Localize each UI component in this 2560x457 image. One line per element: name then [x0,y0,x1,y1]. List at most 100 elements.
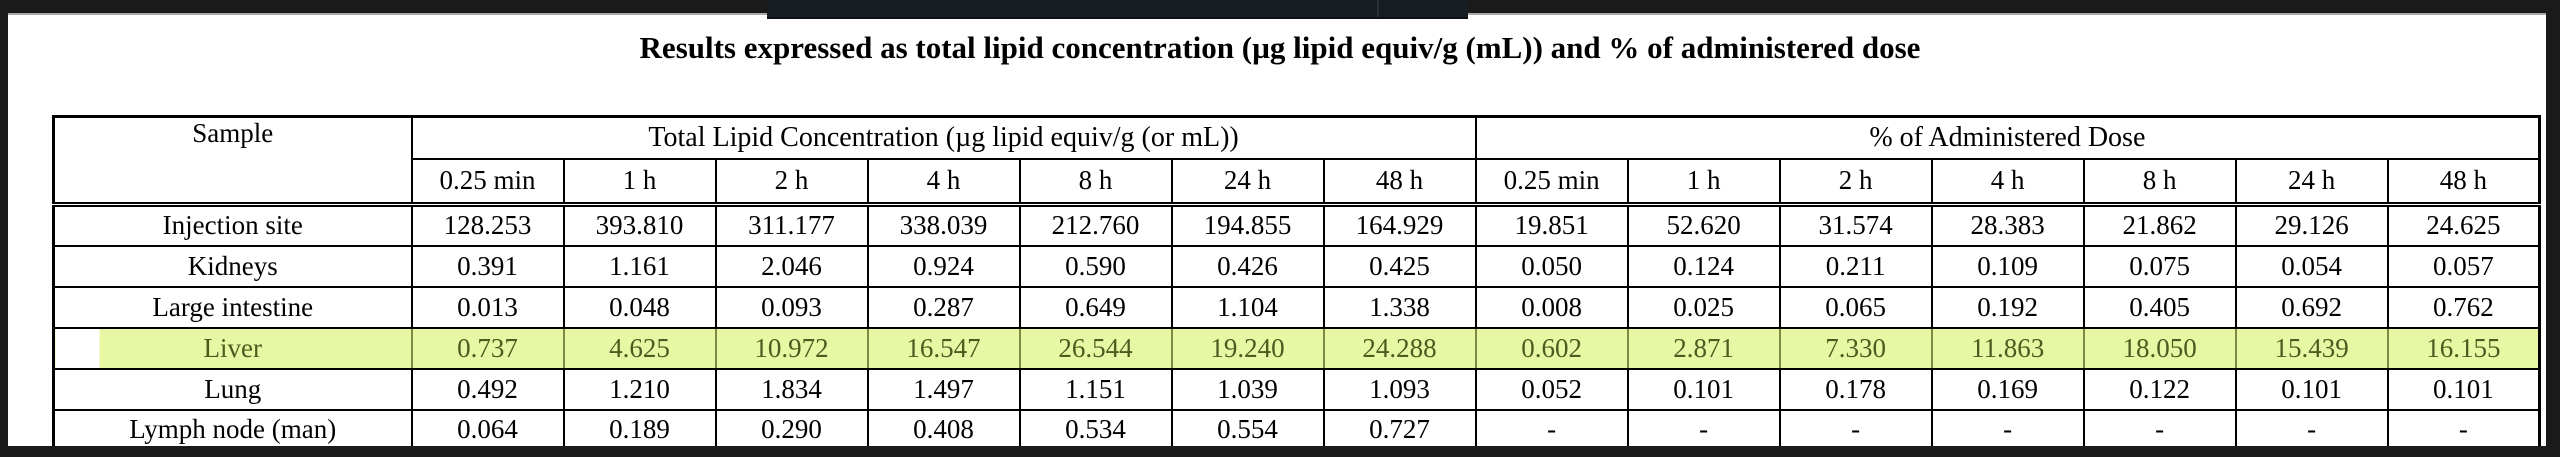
sample-column-header: Sample [52,115,413,206]
table-row-large-intestine: Large intestine 0.013 0.048 0.093 0.287 … [52,285,2541,329]
data-cell: 0.602 [1474,326,1629,370]
time-header: 1 h [1626,157,1781,206]
table-row-kidneys: Kidneys 0.391 1.161 2.046 0.924 0.590 0.… [52,244,2541,288]
group-header-row: Sample Total Lipid Concentration (µg lip… [52,115,2541,206]
data-cell: 0.192 [1930,285,2085,329]
time-header: 4 h [866,157,1021,206]
data-cell: 0.189 [562,408,717,452]
timepoint-header-row: 0.25 min 1 h 2 h 4 h 8 h 24 h 48 h 0.25 … [54,157,2541,206]
data-cell: 0.124 [1626,244,1781,288]
data-cell: 0.101 [2386,367,2541,411]
data-cell: 15.439 [2234,326,2389,370]
tab-separator [1377,0,1379,17]
data-cell: 0.391 [410,244,565,288]
data-cell: - [2234,408,2389,452]
data-cell: 1.834 [714,367,869,411]
data-cell: 24.288 [1322,326,1477,370]
data-cell: 24.625 [2386,202,2541,247]
data-cell: 52.620 [1626,202,1781,247]
sample-name-cell: Liver [52,326,413,370]
data-cell: - [1930,408,2085,452]
data-cell: 0.169 [1930,367,2085,411]
data-cell: 0.109 [1930,244,2085,288]
dose-group-header: % of Administered Dose [1474,115,2541,160]
data-cell: 31.574 [1778,202,1933,247]
data-cell: - [1626,408,1781,452]
data-cell: 0.052 [1474,367,1629,411]
data-cell: 194.855 [1170,202,1325,247]
data-cell: 0.426 [1170,244,1325,288]
data-cell: - [2386,408,2541,452]
time-header: 24 h [2234,157,2389,206]
table-row-injection-site: Injection site 128.253 393.810 311.177 3… [52,202,2541,247]
data-cell: 0.287 [866,285,1021,329]
right-border-bar [2546,0,2560,457]
data-cell: 4.625 [562,326,717,370]
data-cell: 2.046 [714,244,869,288]
data-cell: 164.929 [1322,202,1477,247]
data-cell: 11.863 [1930,326,2085,370]
time-header: 1 h [562,157,717,206]
data-cell: 0.065 [1778,285,1933,329]
data-cell: 1.338 [1322,285,1477,329]
time-header: 8 h [2082,157,2237,206]
data-cell: 7.330 [1778,326,1933,370]
data-cell: 1.161 [562,244,717,288]
data-cell: 16.155 [2386,326,2541,370]
data-cell: 28.383 [1930,202,2085,247]
sample-name-cell: Lung [52,367,413,411]
data-cell: 0.727 [1322,408,1477,452]
time-header: 2 h [1778,157,1933,206]
data-cell: 0.093 [714,285,869,329]
data-cell: 0.737 [410,326,565,370]
time-header: 24 h [1170,157,1325,206]
data-cell: - [1778,408,1933,452]
data-cell: 311.177 [714,202,869,247]
data-cell: 0.075 [2082,244,2237,288]
data-cell: 19.851 [1474,202,1629,247]
data-cell: 0.048 [562,285,717,329]
data-cell: - [2082,408,2237,452]
data-cell: 212.760 [1018,202,1173,247]
table-row-lung: Lung 0.492 1.210 1.834 1.497 1.151 1.039… [52,367,2541,411]
data-cell: 2.871 [1626,326,1781,370]
data-cell: 0.590 [1018,244,1173,288]
data-cell: 1.093 [1322,367,1477,411]
data-cell: 0.290 [714,408,869,452]
time-header: 0.25 min [410,157,565,206]
data-cell: 0.762 [2386,285,2541,329]
concentration-group-header: Total Lipid Concentration (µg lipid equi… [410,115,1477,160]
data-cell: - [1474,408,1629,452]
page-title: Results expressed as total lipid concent… [639,30,1921,65]
data-cell: 0.924 [866,244,1021,288]
time-header: 48 h [1322,157,1477,206]
sample-name-cell: Large intestine [52,285,413,329]
data-cell: 0.178 [1778,367,1933,411]
sample-name-cell: Lymph node (man) [52,408,413,452]
table-row-liver-highlighted: Liver 0.737 4.625 10.972 16.547 26.544 1… [52,326,2541,370]
data-cell: 1.104 [1170,285,1325,329]
time-header: 0.25 min [1474,157,1629,206]
data-cell: 21.862 [2082,202,2237,247]
sample-name-cell: Kidneys [52,244,413,288]
data-cell: 338.039 [866,202,1021,247]
data-cell: 0.405 [2082,285,2237,329]
time-header: 8 h [1018,157,1173,206]
time-header: 4 h [1930,157,2085,206]
data-cell: 393.810 [562,202,717,247]
data-cell: 0.101 [1626,367,1781,411]
left-border-bar [0,0,8,457]
data-cell: 1.151 [1018,367,1173,411]
data-cell: 0.649 [1018,285,1173,329]
data-cell: 29.126 [2234,202,2389,247]
data-cell: 10.972 [714,326,869,370]
time-header: 2 h [714,157,869,206]
results-table: Sample Total Lipid Concentration (µg lip… [52,115,2542,452]
data-cell: 0.408 [866,408,1021,452]
data-cell: 0.425 [1322,244,1477,288]
data-cell: 0.064 [410,408,565,452]
data-cell: 0.554 [1170,408,1325,452]
data-cell: 0.492 [410,367,565,411]
sample-name-cell: Injection site [52,202,413,247]
data-cell: 0.101 [2234,367,2389,411]
